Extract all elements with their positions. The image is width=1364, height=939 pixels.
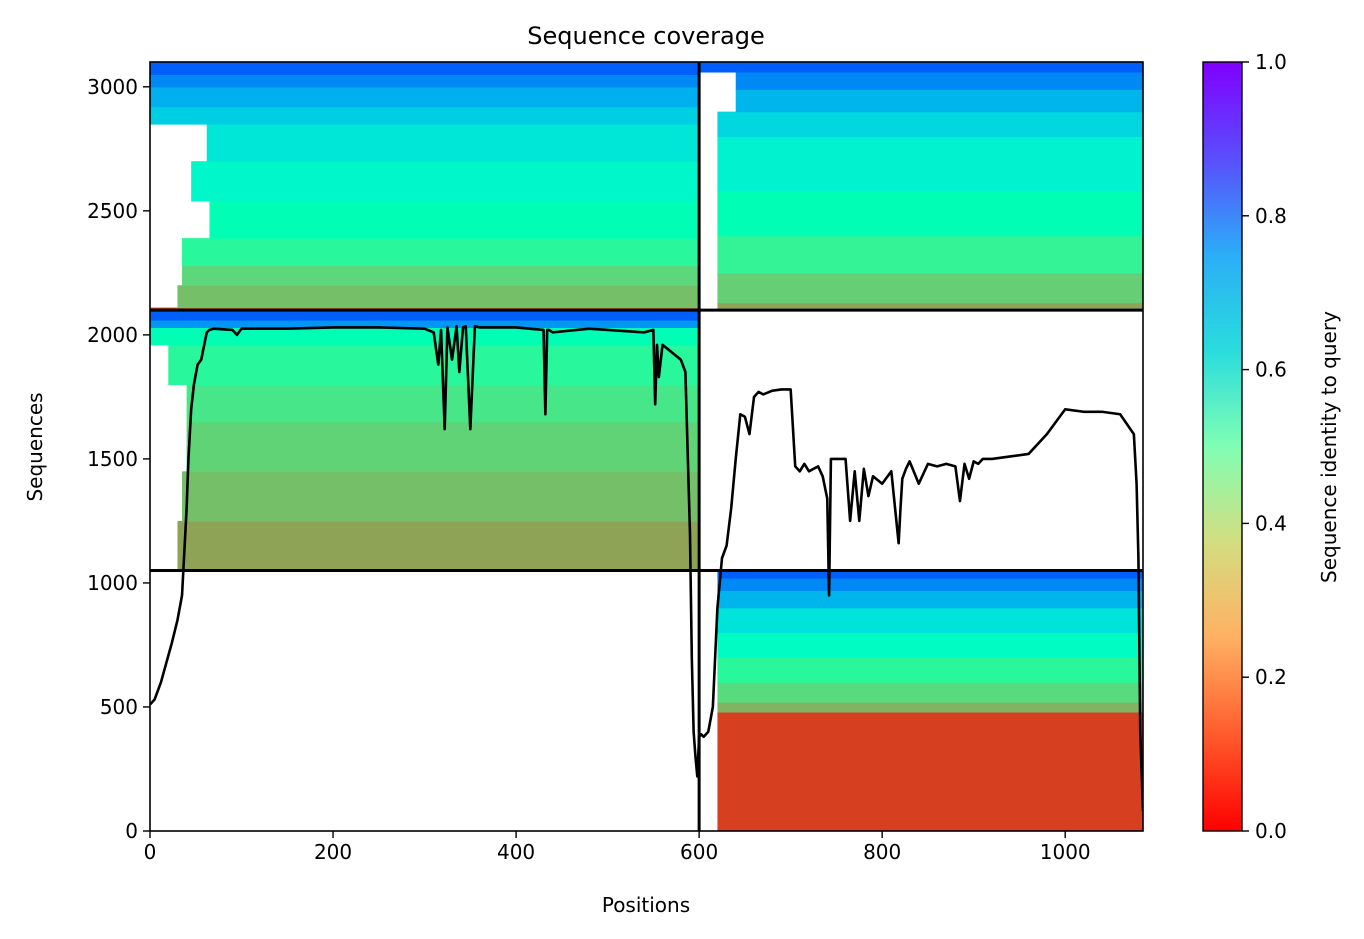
colorbar: 0.0 0.2 0.4 0.6 0.8 1.0 Sequence identity to … (1202, 50, 1341, 843)
coverage-band (717, 590, 1143, 609)
colorbar-tick-label: 0.8 (1255, 204, 1287, 228)
coverage-band (717, 111, 1143, 138)
coverage-band (717, 682, 1143, 703)
y-tick-label: 500 (100, 695, 138, 719)
colorbar-tick-label: 0.4 (1255, 511, 1287, 535)
y-axis-label: Sequences (23, 392, 47, 501)
x-tick-label: 800 (863, 840, 901, 864)
x-tick-label: 400 (497, 840, 535, 864)
block-boundaries (150, 62, 1143, 831)
coverage-band (191, 161, 700, 202)
coverage-band (735, 89, 1143, 113)
x-axis: 0 200 400 600 800 1000 (144, 831, 1091, 864)
coverage-band (206, 124, 700, 162)
colorbar-tick-label: 0.6 (1255, 358, 1287, 382)
y-axis: 0 500 1000 1500 2000 2500 3000 (87, 75, 150, 843)
y-tick-label: 0 (125, 819, 138, 843)
coverage-band (182, 238, 700, 267)
coverage-band (717, 302, 1143, 311)
x-tick-label: 0 (144, 840, 157, 864)
coverage-band (717, 136, 1143, 192)
coverage-line-layer (150, 324, 1143, 812)
coverage-band (186, 421, 700, 472)
coverage-band (717, 657, 1143, 683)
coverage-band (182, 265, 700, 286)
coverage-band (717, 272, 1143, 304)
coverage-band (150, 74, 700, 88)
coverage-band (717, 711, 1143, 831)
x-tick-label: 1000 (1040, 840, 1091, 864)
coverage-band (735, 71, 1143, 90)
block-top-left (150, 62, 700, 311)
colorbar-tick-label: 1.0 (1255, 50, 1287, 74)
colorbar-ticks: 0.0 0.2 0.4 0.6 0.8 1.0 (1242, 50, 1287, 843)
coverage-band (717, 577, 1143, 591)
coverage-band (209, 200, 700, 239)
block-top-right (699, 62, 1143, 311)
coverage-band (717, 702, 1143, 713)
coverage-blocks (150, 62, 1143, 831)
plot-frame (149, 61, 1144, 832)
coverage-band (150, 62, 700, 75)
coverage-band (699, 62, 1143, 73)
coverage-band (717, 570, 1143, 579)
block-bottom-right (717, 570, 1143, 831)
y-tick-label: 1500 (87, 447, 138, 471)
colorbar-tick-label: 0.0 (1255, 819, 1287, 843)
coverage-band (150, 86, 700, 108)
coverage-band (182, 471, 700, 522)
colorbar-tick-label: 0.2 (1255, 665, 1287, 689)
coverage-band (150, 106, 700, 125)
chart-title: Sequence coverage (527, 22, 764, 50)
coverage-band (177, 285, 700, 309)
coverage-band (717, 190, 1143, 237)
y-tick-label: 1000 (87, 571, 138, 595)
coverage-band (150, 310, 700, 321)
plot-area (149, 61, 1144, 832)
block-middle-left (150, 310, 700, 572)
y-tick-label: 2500 (87, 199, 138, 223)
colorbar-label: Sequence identity to query (1317, 311, 1341, 583)
coverage-line (150, 324, 1143, 812)
colorbar-gradient (1202, 61, 1243, 832)
coverage-band (717, 632, 1143, 658)
x-axis-label: Positions (602, 893, 690, 917)
y-tick-label: 3000 (87, 75, 138, 99)
coverage-band (177, 520, 700, 572)
coverage-band (150, 319, 700, 329)
coverage-band (717, 607, 1143, 634)
x-tick-label: 200 (314, 840, 352, 864)
coverage-band (168, 344, 700, 386)
x-tick-label: 600 (680, 840, 718, 864)
y-tick-label: 2000 (87, 323, 138, 347)
coverage-band (717, 235, 1143, 274)
